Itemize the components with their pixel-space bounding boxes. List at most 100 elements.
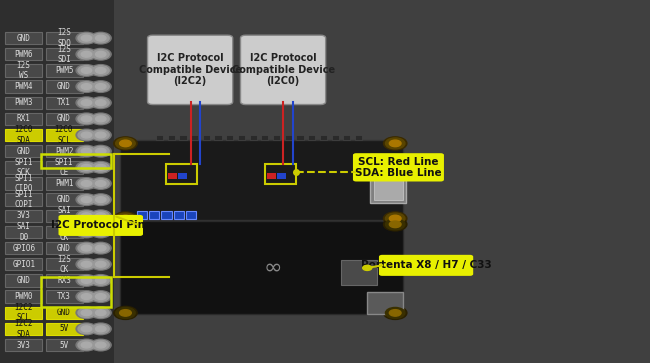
Circle shape — [114, 137, 137, 150]
Text: PWM2: PWM2 — [55, 147, 73, 156]
Bar — [5, 226, 42, 238]
Circle shape — [78, 146, 95, 156]
Bar — [285, 135, 292, 140]
Circle shape — [116, 219, 135, 230]
Circle shape — [76, 291, 97, 302]
Bar — [120, 221, 403, 314]
Circle shape — [90, 145, 111, 157]
Circle shape — [96, 180, 106, 186]
Circle shape — [96, 132, 106, 138]
Circle shape — [90, 307, 111, 319]
Circle shape — [384, 212, 407, 225]
Circle shape — [78, 195, 95, 204]
Circle shape — [76, 210, 97, 221]
Text: GND: GND — [17, 147, 31, 156]
Circle shape — [96, 116, 106, 122]
Bar — [46, 193, 83, 206]
Circle shape — [78, 66, 95, 75]
FancyBboxPatch shape — [58, 215, 143, 236]
Bar — [5, 32, 42, 44]
FancyBboxPatch shape — [240, 35, 326, 105]
Text: SPI1
CIPO: SPI1 CIPO — [14, 174, 33, 193]
Bar — [5, 113, 42, 125]
Bar — [174, 211, 184, 219]
Circle shape — [389, 140, 401, 147]
Circle shape — [96, 83, 106, 89]
Text: RX1: RX1 — [17, 114, 31, 123]
Bar — [332, 135, 339, 140]
Text: SAI
D0: SAI D0 — [17, 222, 31, 242]
Bar — [5, 193, 42, 206]
Circle shape — [76, 258, 97, 270]
Bar — [5, 177, 42, 189]
Bar — [5, 145, 42, 158]
Text: I2S
WS: I2S WS — [17, 61, 31, 80]
Circle shape — [92, 243, 109, 253]
Bar — [203, 135, 210, 140]
Circle shape — [389, 221, 401, 228]
Circle shape — [92, 308, 109, 317]
Circle shape — [78, 227, 95, 237]
Circle shape — [76, 242, 97, 254]
Circle shape — [78, 130, 95, 140]
Circle shape — [90, 210, 111, 221]
Circle shape — [78, 260, 95, 269]
Circle shape — [81, 132, 92, 138]
Bar — [296, 135, 304, 140]
Bar — [5, 80, 42, 93]
Circle shape — [90, 274, 111, 286]
Bar — [46, 339, 83, 351]
Circle shape — [76, 81, 97, 92]
Bar — [5, 64, 42, 77]
Bar — [161, 211, 172, 219]
Bar — [46, 161, 83, 174]
Circle shape — [92, 211, 109, 220]
Circle shape — [78, 276, 95, 285]
Circle shape — [81, 83, 92, 89]
Text: I2C2
SDA: I2C2 SDA — [14, 319, 33, 339]
Circle shape — [96, 100, 106, 106]
Bar — [374, 158, 403, 200]
Circle shape — [76, 97, 97, 109]
Bar — [46, 113, 83, 125]
Circle shape — [78, 324, 95, 334]
Bar — [343, 135, 350, 140]
Circle shape — [81, 310, 92, 315]
Text: PWM3: PWM3 — [14, 98, 33, 107]
Circle shape — [96, 261, 106, 267]
Bar — [370, 154, 406, 203]
Circle shape — [90, 113, 111, 125]
Bar — [136, 211, 147, 219]
Circle shape — [385, 307, 405, 318]
Circle shape — [92, 33, 109, 43]
Bar — [5, 290, 42, 303]
Circle shape — [78, 98, 95, 107]
Circle shape — [81, 294, 92, 299]
Text: SAI
FS: SAI FS — [57, 206, 71, 225]
Bar — [166, 164, 197, 184]
Bar — [5, 210, 42, 222]
FancyBboxPatch shape — [353, 153, 444, 182]
Bar — [5, 323, 42, 335]
Circle shape — [81, 277, 92, 283]
Bar — [179, 135, 187, 140]
Circle shape — [90, 81, 111, 92]
Circle shape — [120, 215, 131, 222]
Text: GPIO6: GPIO6 — [12, 244, 35, 253]
Text: 3V3: 3V3 — [17, 340, 31, 350]
Text: TX3: TX3 — [57, 292, 71, 301]
Circle shape — [92, 163, 109, 172]
Circle shape — [114, 218, 137, 231]
Circle shape — [81, 245, 92, 251]
Circle shape — [76, 307, 97, 319]
Text: I2S
CK: I2S CK — [57, 254, 71, 274]
Circle shape — [78, 114, 95, 123]
Circle shape — [96, 164, 106, 170]
Text: PWM1: PWM1 — [55, 179, 73, 188]
Bar — [46, 210, 83, 222]
Text: TX1: TX1 — [57, 98, 71, 107]
Circle shape — [116, 307, 135, 318]
Circle shape — [90, 48, 111, 60]
Circle shape — [92, 260, 109, 269]
Circle shape — [81, 68, 92, 73]
